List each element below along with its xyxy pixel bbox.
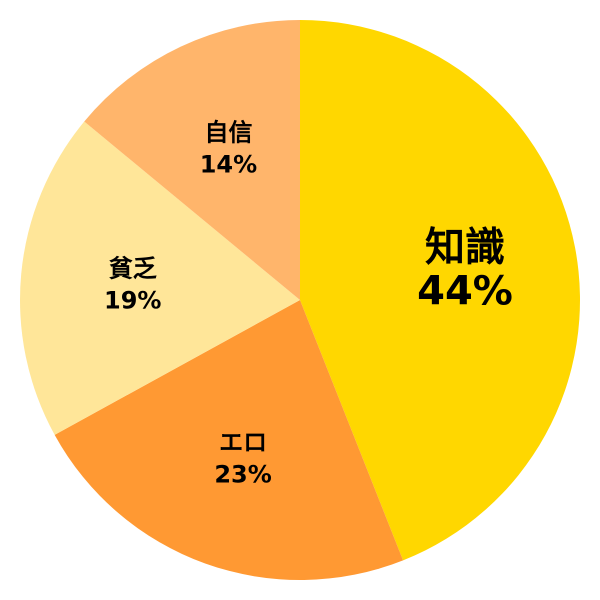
slice-label: 知識 (425, 225, 505, 271)
pie-slice-2 (20, 121, 301, 435)
slice-value-label: 44% (417, 269, 513, 315)
pie-slice-3 (84, 20, 301, 300)
slice-label: エロ (219, 428, 267, 456)
slice-label: 貧乏 (109, 255, 157, 283)
pie-slice-0 (300, 20, 580, 561)
pie-slice-1 (54, 300, 404, 580)
slice-label: 自信 (204, 118, 252, 146)
slice-value-label: 23% (214, 460, 271, 488)
slice-value-label: 14% (200, 150, 257, 178)
slice-value-label: 19% (104, 287, 161, 315)
